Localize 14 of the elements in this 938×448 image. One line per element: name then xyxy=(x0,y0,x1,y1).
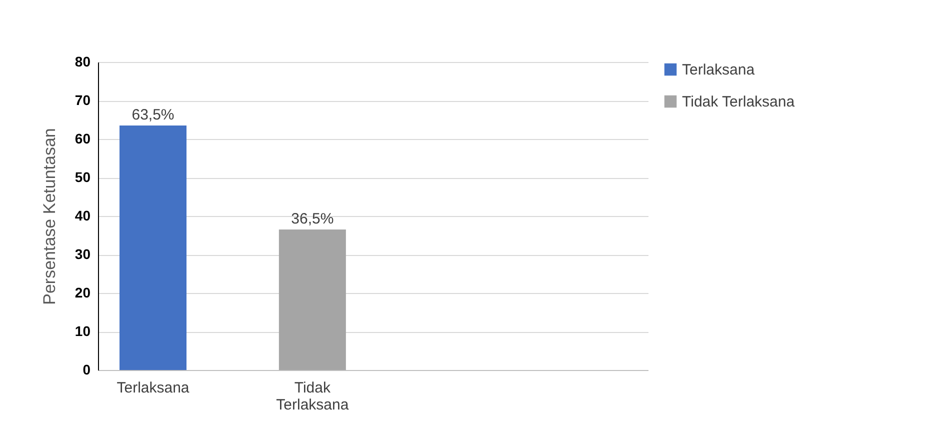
y-tick-label: 20 xyxy=(74,284,91,300)
legend-label: Tidak Terlaksana xyxy=(682,94,796,110)
y-tick-label: 60 xyxy=(74,130,91,146)
y-tick-label: 40 xyxy=(74,208,91,224)
data-label: 36,5% xyxy=(291,210,334,228)
y-tick-label: 10 xyxy=(74,323,91,339)
y-tick-label: 50 xyxy=(74,169,91,185)
y-tick-label: 80 xyxy=(74,54,91,70)
y-axis-title: Persentase Ketuntasan xyxy=(40,128,59,305)
y-tick-label: 70 xyxy=(74,92,91,108)
data-label: 63,5% xyxy=(132,106,174,124)
legend-label: Terlaksana xyxy=(682,62,756,78)
y-tick-label: 0 xyxy=(82,362,91,378)
y-tick-label: 30 xyxy=(74,246,91,262)
